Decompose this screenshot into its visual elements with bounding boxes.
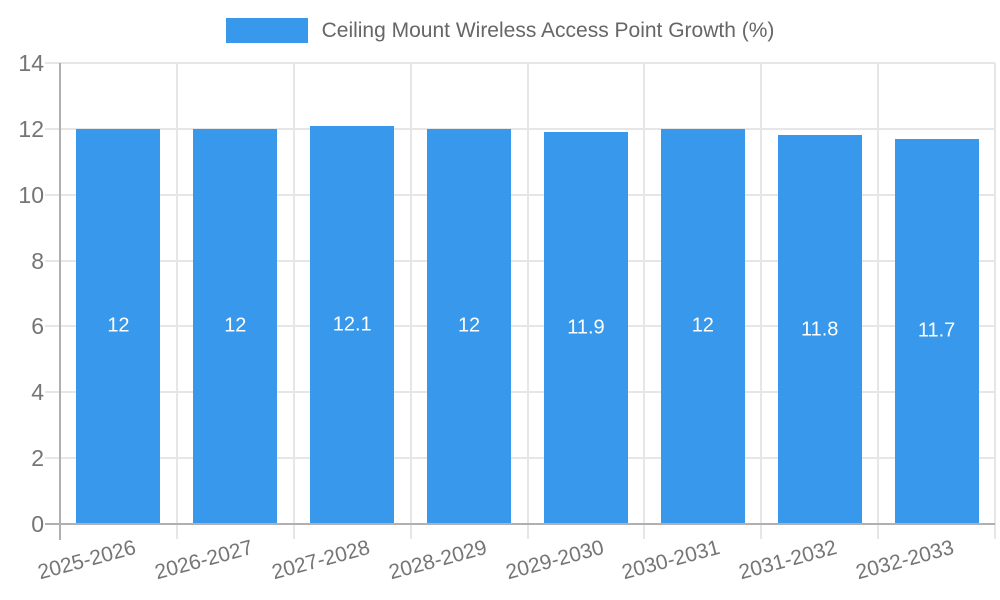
y-tick-label-0: 0 (31, 511, 44, 537)
bar-2029-2030[interactable]: 11.9 (543, 132, 628, 524)
x-axis-line (45, 523, 995, 525)
bar-value-label: 12.1 (332, 313, 372, 336)
gridline-y-14 (45, 62, 995, 64)
gridline-y-12 (45, 127, 995, 130)
x-tick-label-2029-2030: 2029-2030 (502, 536, 606, 585)
x-tick-label-2032-2033: 2032-2033 (853, 536, 957, 585)
gridline-y-2 (45, 457, 995, 460)
bar-value-label: 12 (691, 314, 714, 337)
bar-value-label: 12 (457, 314, 481, 337)
y-tick-label-2: 2 (31, 445, 44, 472)
bar-2025-2026[interactable]: 12 (76, 128, 161, 524)
y-tick-label-10: 10 (18, 181, 44, 208)
gridline-x-boundary-7 (877, 63, 880, 539)
gridline-x-boundary-4 (526, 63, 529, 539)
legend-label: Ceiling Mount Wireless Access Point Grow… (321, 18, 775, 42)
bar-2028-2029[interactable]: 12 (427, 128, 512, 524)
legend-swatch (225, 18, 308, 43)
bar-value-label: 11.9 (567, 316, 605, 339)
legend[interactable]: Ceiling Mount Wireless Access Point Grow… (0, 18, 1000, 43)
bar-2032-2033[interactable]: 11.7 (894, 138, 979, 524)
gridline-x-boundary-1 (175, 63, 178, 539)
gridline-x-boundary-3 (409, 63, 412, 539)
x-tick-label-2030-2031: 2030-2031 (619, 536, 723, 585)
bar-2031-2032[interactable]: 11.8 (777, 135, 862, 524)
y-axis-line (59, 63, 61, 540)
gridline-y-10 (45, 193, 995, 196)
x-tick-label-2028-2029: 2028-2029 (386, 536, 490, 585)
bar-value-label: 11.8 (800, 318, 839, 341)
bar-2030-2031[interactable]: 12 (660, 128, 745, 524)
bar-2027-2028[interactable]: 12.1 (310, 125, 395, 524)
gridline-y-8 (45, 259, 995, 262)
x-tick-label-2027-2028: 2027-2028 (269, 536, 373, 585)
x-tick-label-2025-2026: 2025-2026 (35, 536, 139, 585)
bar-value-label: 12 (107, 314, 130, 337)
y-tick-label-8: 8 (31, 247, 44, 274)
gridline-x-boundary-6 (760, 63, 763, 539)
bar-value-label: 11.7 (917, 319, 956, 342)
gridline-x-boundary-2 (292, 63, 295, 539)
gridline-x-boundary-5 (643, 63, 646, 539)
x-tick-label-2026-2027: 2026-2027 (152, 536, 256, 585)
gridline-x-boundary-8 (994, 63, 996, 539)
gridline-y-6 (45, 325, 995, 328)
bar-2026-2027[interactable]: 12 (193, 128, 278, 524)
gridline-y-4 (45, 391, 995, 394)
x-tick-label-2031-2032: 2031-2032 (736, 536, 840, 585)
y-tick-label-12: 12 (18, 115, 44, 142)
y-tick-label-6: 6 (31, 313, 44, 340)
plot-area: 12 12 12.1 12 11.9 12 11.8 11.7 (45, 62, 996, 540)
y-tick-label-4: 4 (31, 379, 44, 406)
bar-value-label: 12 (224, 314, 247, 337)
y-tick-label-14: 14 (18, 50, 44, 76)
